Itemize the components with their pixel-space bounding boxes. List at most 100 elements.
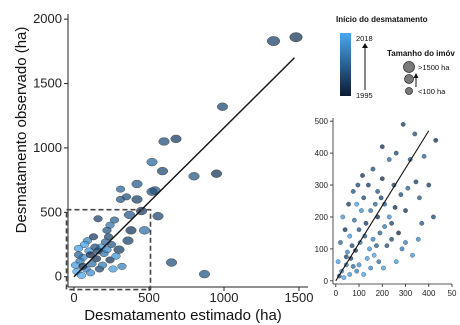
- inset-data-point: [365, 182, 371, 188]
- inset-y-tick-label: 200: [315, 213, 329, 222]
- legend-size-small-marker: [405, 87, 413, 95]
- x-axis-title: Desmatamento estimado (ha): [84, 307, 282, 324]
- legend-color-title: Início do desmatamento: [336, 15, 428, 24]
- main-data-point: [139, 226, 150, 235]
- main-plot-zoom-box: [65, 208, 152, 291]
- inset-data-point: [393, 259, 399, 265]
- inset-data-point: [381, 265, 386, 271]
- legend-size-large-label: >1500 ha: [418, 63, 450, 72]
- main-data-point: [289, 32, 303, 43]
- main-y-tick-label: 500: [40, 204, 62, 219]
- inset-data-point: [431, 214, 436, 220]
- main-fit-line: [73, 57, 295, 278]
- legend-size-small-label: <100 ha: [418, 87, 446, 96]
- main-plot-points: [70, 32, 303, 279]
- inset-x-tick-label: 300: [399, 289, 413, 298]
- inset-data-point: [347, 233, 353, 239]
- main-data-point: [158, 137, 170, 146]
- inset-data-point: [349, 243, 355, 249]
- inset-data-point: [379, 176, 385, 182]
- main-data-point: [102, 226, 112, 234]
- main-x-tick-label: 500: [138, 290, 160, 305]
- inset-data-point: [426, 182, 432, 188]
- inset-x-tick-label: 100: [352, 289, 366, 298]
- main-data-point: [157, 166, 168, 176]
- inset-data-point: [412, 131, 418, 137]
- main-x-tick-label: 1500: [285, 290, 314, 305]
- inset-data-point: [347, 272, 353, 277]
- main-data-point: [85, 251, 96, 259]
- main-data-point: [93, 247, 103, 255]
- main-data-point: [117, 262, 127, 270]
- inset-y-tick-label: 0: [324, 277, 329, 286]
- inset-data-point: [356, 227, 362, 233]
- main-data-point: [93, 215, 103, 223]
- main-plot-tick-labels: 0 500 1000 1500 0 500 1000 1500 2000: [33, 11, 313, 305]
- inset-data-point: [368, 208, 374, 213]
- inset-data-point: [354, 201, 360, 207]
- inset-data-point: [342, 227, 348, 233]
- inset-data-point: [350, 189, 356, 194]
- legend-size-mid-marker: [404, 74, 414, 84]
- main-y-tick-label: 2000: [33, 11, 62, 26]
- inset-data-point: [403, 208, 408, 213]
- main-data-point: [211, 169, 222, 178]
- inset-x-tick-label: 400: [422, 289, 436, 298]
- inset-data-point: [386, 157, 392, 162]
- inset-y-tick-label: 300: [315, 181, 329, 190]
- inset-data-point: [403, 240, 408, 245]
- legend-color-arrowhead: [362, 43, 368, 48]
- inset-data-point: [354, 268, 360, 274]
- inset-data-point: [340, 214, 346, 220]
- inset-data-point: [350, 264, 356, 269]
- inset-data-point: [419, 220, 425, 226]
- inset-data-point: [370, 166, 376, 172]
- zoom-region-box: [65, 208, 152, 291]
- main-data-point: [121, 193, 132, 201]
- main-y-tick-label: 1000: [33, 140, 62, 155]
- main-data-point: [188, 172, 200, 181]
- inset-data-point: [379, 144, 385, 150]
- main-data-point: [88, 233, 99, 241]
- inset-y-tick-label: 100: [315, 245, 329, 254]
- inset-data-point: [372, 201, 378, 207]
- main-data-point: [199, 270, 210, 279]
- inset-data-point: [359, 208, 364, 213]
- main-plot-fit-line: [73, 57, 295, 278]
- main-data-point: [97, 261, 108, 269]
- main-data-point: [113, 245, 125, 254]
- main-x-tick-label: 1000: [210, 290, 239, 305]
- inset-data-point: [378, 195, 384, 201]
- inset-data-point: [352, 217, 357, 223]
- inset-data-point: [343, 254, 349, 260]
- main-data-point: [125, 226, 137, 235]
- main-data-point: [122, 236, 134, 245]
- inset-data-point: [356, 262, 362, 268]
- main-data-point: [146, 157, 158, 167]
- inset-data-point: [377, 230, 383, 236]
- main-data-point: [170, 134, 182, 144]
- main-data-point: [108, 265, 118, 273]
- inset-data-point: [346, 201, 351, 207]
- inset-data-point: [367, 246, 372, 252]
- inset-plot-fit-line: [335, 130, 430, 282]
- inset-data-point: [389, 236, 394, 242]
- main-data-point: [102, 246, 112, 254]
- main-data-point: [85, 269, 96, 277]
- inset-plot-axes: [330, 118, 453, 287]
- inset-data-point: [386, 214, 392, 220]
- inset-data-point: [376, 259, 382, 265]
- legend-color-max: 2018: [356, 34, 373, 43]
- inset-data-point: [396, 230, 401, 236]
- inset-x-tick-label: 200: [376, 289, 390, 298]
- inset-data-point: [413, 179, 419, 185]
- inset-data-point: [363, 220, 369, 226]
- main-data-point: [217, 102, 228, 111]
- main-data-point: [109, 216, 120, 224]
- inset-data-point: [392, 205, 398, 210]
- inset-data-point: [433, 137, 439, 143]
- main-data-point: [152, 212, 164, 221]
- main-plot-axes: [64, 14, 308, 291]
